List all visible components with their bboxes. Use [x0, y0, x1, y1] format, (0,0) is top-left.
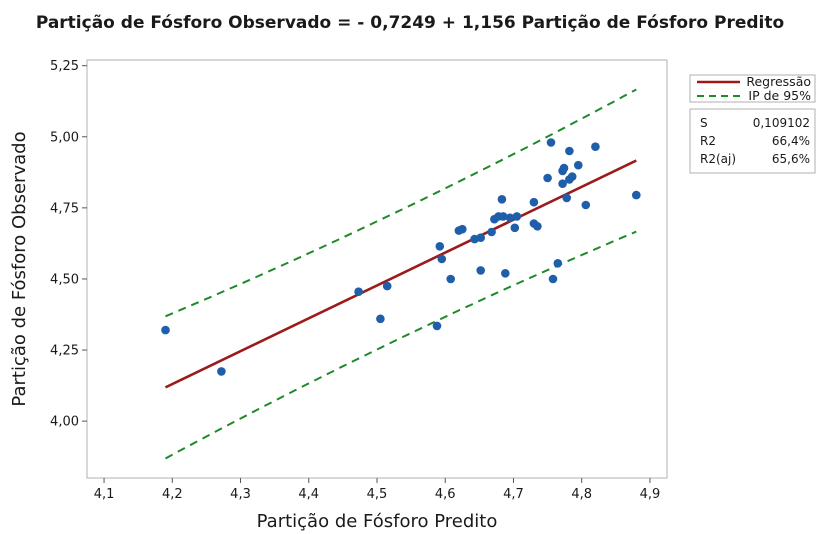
- y-tick-label: 5,00: [50, 130, 79, 145]
- data-point: [382, 281, 392, 291]
- stats-r2-name: R2: [700, 134, 716, 148]
- data-point: [376, 314, 385, 324]
- stats-r2adj-value: 65,6%: [772, 152, 810, 166]
- chart-title: Partição de Fósforo Observado = - 0,7249…: [36, 13, 784, 33]
- data-point: [632, 190, 641, 200]
- data-point: [476, 266, 486, 275]
- data-point: [446, 274, 456, 284]
- data-point: [565, 146, 574, 156]
- stats-r2adj-name: R2(aj): [700, 152, 736, 166]
- data-point: [476, 233, 486, 242]
- x-tick-label: 4,5: [367, 487, 388, 502]
- data-point: [553, 259, 563, 268]
- stats-table: S 0,109102 R2 66,4% R2(aj) 65,6%: [689, 108, 816, 174]
- y-tick-label: 4,00: [50, 415, 79, 430]
- prediction-interval-upper: [165, 88, 637, 318]
- data-point: [498, 212, 508, 221]
- data-point: [437, 254, 447, 264]
- x-axis-ticks: 4,1 4,2 4,3 4,4 4,5 4,6 4,7 4,8 4,9: [94, 478, 661, 502]
- data-point: [487, 227, 496, 237]
- data-point: [529, 197, 539, 207]
- data-point: [497, 195, 507, 204]
- data-point: [217, 367, 226, 376]
- stats-s-value: 0,109102: [753, 116, 810, 130]
- regression-line-group: [164, 159, 637, 389]
- x-tick-label: 4,7: [503, 487, 524, 502]
- data-point: [548, 274, 558, 284]
- x-tick-label: 4,1: [94, 487, 115, 502]
- data-point: [510, 223, 520, 233]
- data-point: [501, 269, 510, 278]
- data-point: [354, 287, 363, 297]
- data-point: [562, 193, 571, 203]
- data-point: [543, 173, 552, 183]
- data-point: [512, 212, 522, 221]
- regression-line: [164, 159, 637, 389]
- data-point: [591, 142, 600, 151]
- x-tick-label: 4,3: [230, 487, 251, 502]
- y-axis-label: Partição de Fósforo Observado: [9, 131, 30, 406]
- data-point: [161, 325, 170, 335]
- data-point: [505, 213, 515, 223]
- data-points: [161, 138, 641, 376]
- legend: Regressão IP de 95%: [689, 74, 816, 103]
- data-point: [435, 242, 445, 251]
- data-point: [558, 179, 567, 188]
- x-tick-label: 4,8: [571, 487, 592, 502]
- y-tick-label: 5,25: [50, 59, 79, 74]
- y-tick-label: 4,50: [50, 272, 79, 287]
- data-point: [432, 321, 442, 331]
- plot-area-frame: [86, 59, 668, 479]
- legend-label-prediction-interval: IP de 95%: [748, 88, 811, 103]
- legend-frame: [689, 74, 816, 103]
- y-axis-ticks: 4,00 4,25 4,50 4,75 5,00 5,25: [50, 59, 87, 430]
- y-tick-label: 4,75: [50, 201, 79, 216]
- data-point: [546, 138, 556, 147]
- y-tick-label: 4,25: [50, 344, 79, 359]
- data-point: [581, 200, 591, 210]
- data-point: [458, 224, 467, 234]
- x-tick-label: 4,4: [298, 487, 319, 502]
- prediction-interval-lower: [165, 230, 637, 460]
- data-point: [533, 222, 542, 231]
- data-point: [574, 160, 583, 170]
- x-tick-label: 4,9: [640, 487, 661, 502]
- stats-frame: [689, 108, 816, 174]
- x-axis-label: Partição de Fósforo Predito: [257, 511, 498, 532]
- data-point: [567, 172, 577, 181]
- legend-label-regression: Regressão: [746, 74, 811, 89]
- stats-s-name: S: [700, 116, 708, 130]
- data-point: [559, 163, 569, 173]
- stats-r2-value: 66,4%: [772, 134, 810, 148]
- x-tick-label: 4,2: [162, 487, 183, 502]
- x-tick-label: 4,6: [435, 487, 456, 502]
